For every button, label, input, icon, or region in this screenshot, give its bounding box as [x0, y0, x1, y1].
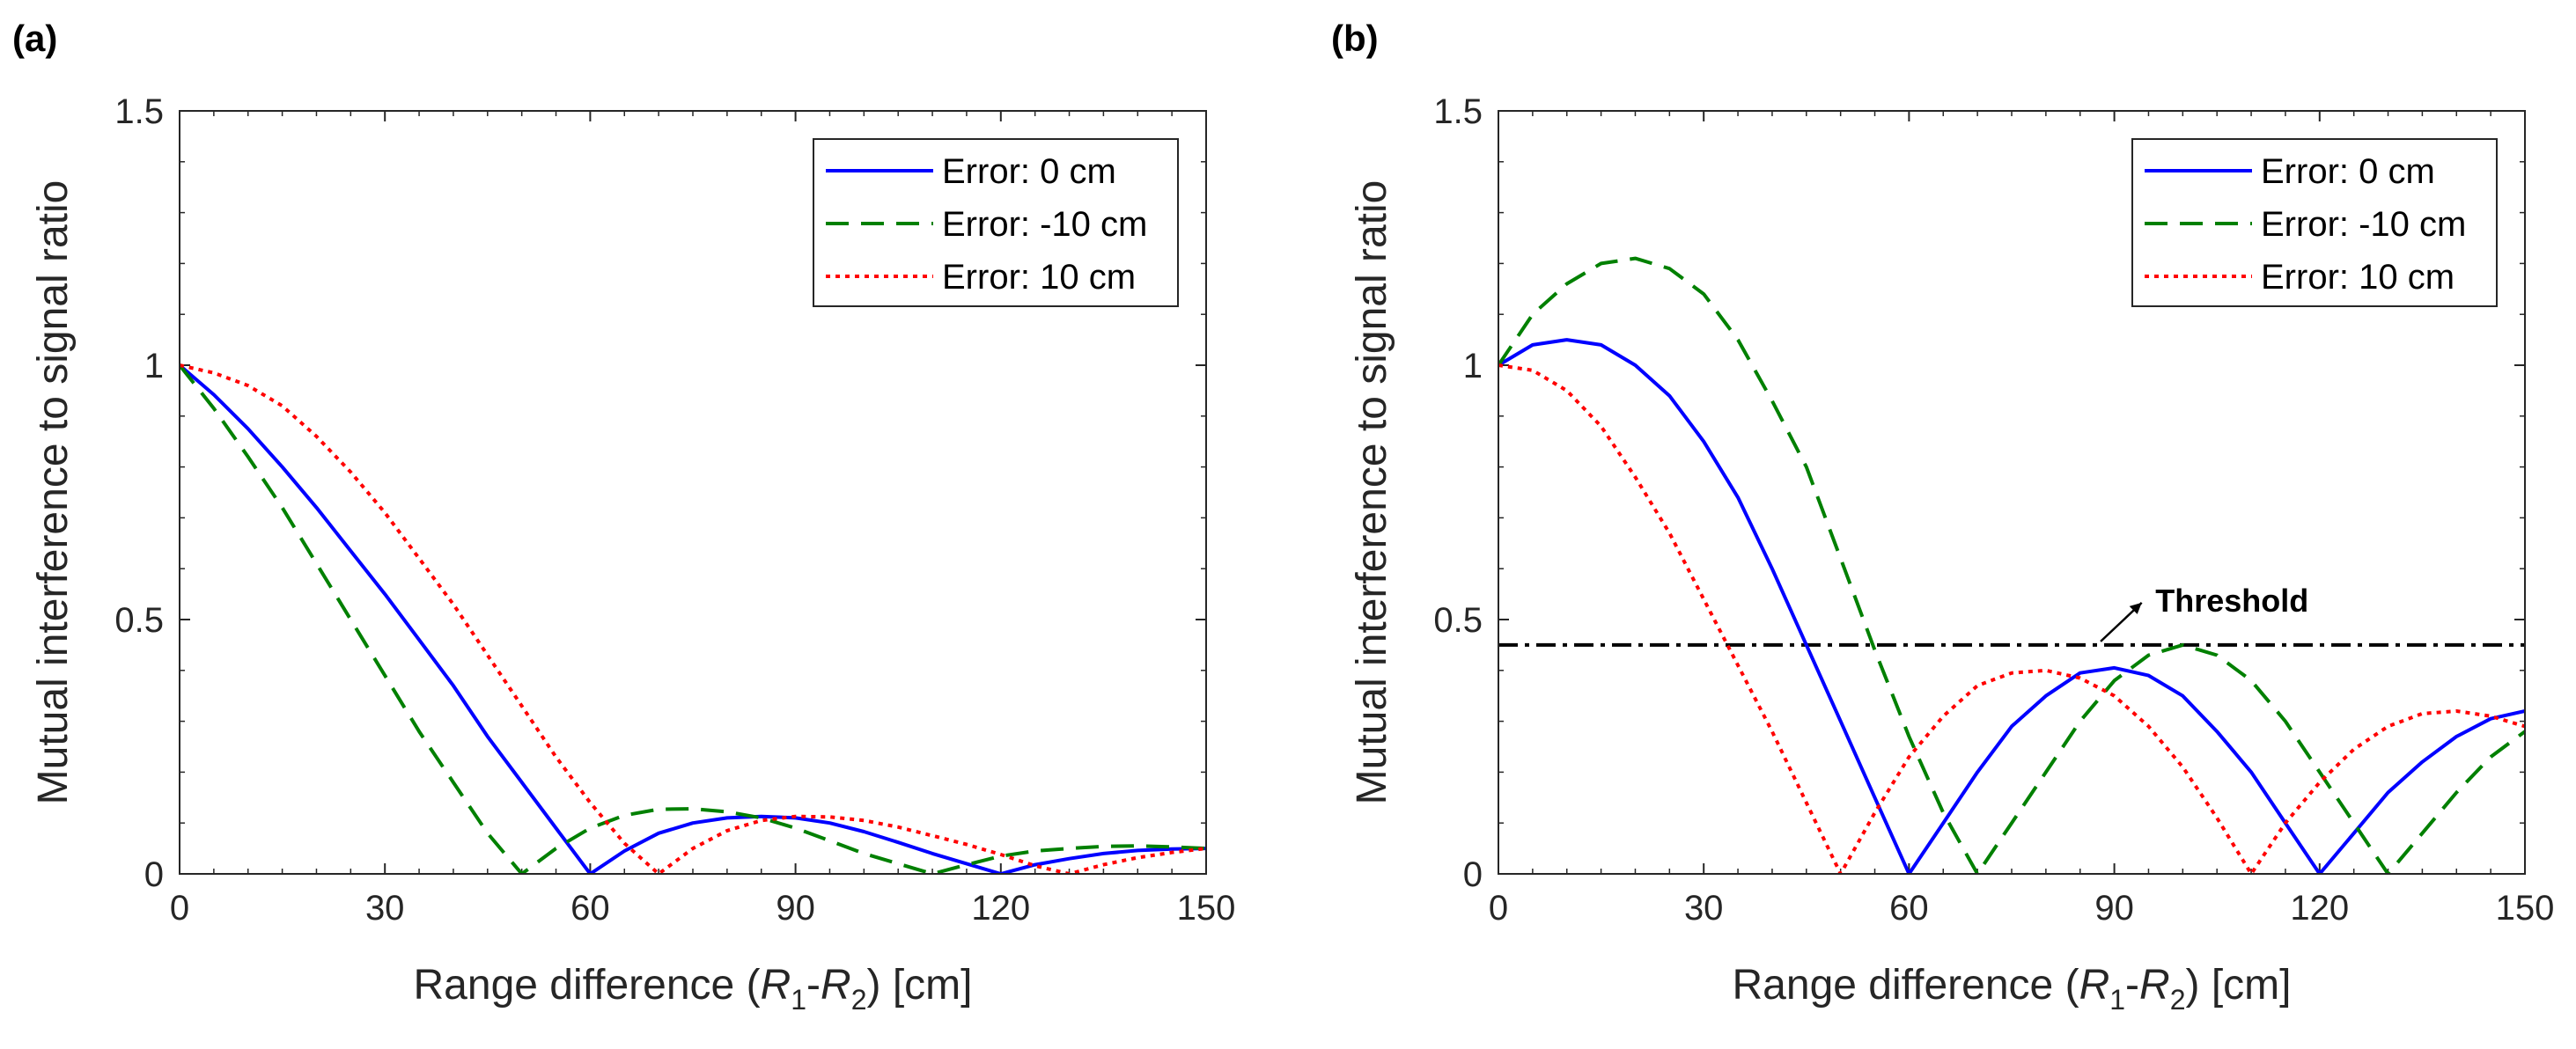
series-line-2 [1498, 363, 2525, 874]
legend-label-2: Error: 10 cm [2261, 258, 2455, 297]
x-tick-label: 0 [170, 889, 189, 928]
y-tick-label: 1 [144, 347, 164, 385]
threshold-label: Threshold [2155, 583, 2308, 619]
y-tick-label: 1.5 [114, 92, 164, 131]
y-tick-label: 0.5 [114, 601, 164, 640]
series-line-0 [180, 363, 1206, 874]
series-line-2 [180, 363, 1206, 874]
legend-label-2: Error: 10 cm [942, 258, 1136, 297]
x-axis-label-open-paren: ( [734, 962, 760, 1009]
x-axis-label-var-r: R [821, 962, 851, 1009]
x-axis-label-unit: [cm] [2212, 962, 2292, 1009]
x-axis-label-unit: [cm] [893, 962, 973, 1009]
x-axis-label-main: Range difference [1733, 962, 2054, 1009]
x-axis-label-minus: - [806, 962, 821, 1009]
x-tick-label: 150 [1177, 889, 1236, 928]
x-axis-label-sub-1: 1 [791, 984, 806, 1016]
legend: Error: 0 cm Error: -10 cm Error: 10 cm [2131, 138, 2498, 307]
x-axis-label-close-paren: ) [866, 962, 892, 1009]
x-axis-label-var-r: R [2139, 962, 2170, 1009]
legend: Error: 0 cm Error: -10 cm Error: 10 cm [813, 138, 1179, 307]
series-line-1 [1498, 256, 2525, 874]
threshold-arrow-head [2129, 602, 2142, 614]
legend-label-0: Error: 0 cm [942, 152, 1116, 191]
x-tick-label: 30 [365, 889, 405, 928]
series-line-1 [180, 363, 1206, 874]
series-line-0 [1498, 338, 2525, 874]
panel-label-b: (b) [1331, 18, 1379, 59]
x-axis-label: Range difference (R1-R2) [cm] [414, 962, 973, 1016]
y-tick-label: 1 [1463, 347, 1483, 385]
x-tick-label: 90 [2094, 889, 2134, 928]
axes-frame [1498, 110, 2526, 875]
x-axis-label-close-paren: ) [2185, 962, 2211, 1009]
legend-label-0: Error: 0 cm [2261, 152, 2435, 191]
chart-panel-a: 0 30 60 90 120 150 0 0.5 1 1.5 Error: 0 cm Error: -… [30, 92, 1235, 1016]
x-axis-label-main: Range difference [414, 962, 735, 1009]
x-axis-label-minus: - [2125, 962, 2139, 1009]
x-axis-label: Range difference (R1-R2) [cm] [1733, 962, 2292, 1016]
y-tick-label: 0.5 [1433, 601, 1483, 640]
x-axis-label-var-r: R [2079, 962, 2110, 1009]
y-tick-label: 1.5 [1433, 92, 1483, 131]
x-tick-label: 120 [2290, 889, 2349, 928]
x-tick-label: 90 [776, 889, 815, 928]
axes-frame [179, 110, 1207, 875]
x-axis-label-open-paren: ( [2053, 962, 2079, 1009]
x-axis-label-var-r: R [761, 962, 791, 1009]
x-tick-label: 0 [1489, 889, 1508, 928]
legend-label-1: Error: -10 cm [942, 205, 1147, 244]
x-tick-label: 60 [1889, 889, 1929, 928]
x-tick-label: 120 [971, 889, 1030, 928]
y-axis-label: Mutual interference to signal ratio [30, 180, 77, 805]
panel-label-a: (a) [12, 18, 57, 59]
x-tick-label: 30 [1684, 889, 1724, 928]
y-tick-label: 0 [1463, 855, 1483, 894]
x-axis-label-sub-1: 1 [2109, 984, 2125, 1016]
y-axis-label: Mutual interference to signal ratio [1349, 180, 1395, 805]
y-tick-label: 0 [144, 855, 164, 894]
legend-label-1: Error: -10 cm [2261, 205, 2466, 244]
x-axis-label-sub-2: 2 [2170, 984, 2186, 1016]
x-axis-label-sub-2: 2 [851, 984, 867, 1016]
chart-panel-b: 0 30 60 90 120 150 0 0.5 1 1.5 Threshold Error: 0 c… [1349, 92, 2554, 1016]
x-tick-label: 150 [2496, 889, 2555, 928]
x-tick-label: 60 [570, 889, 610, 928]
